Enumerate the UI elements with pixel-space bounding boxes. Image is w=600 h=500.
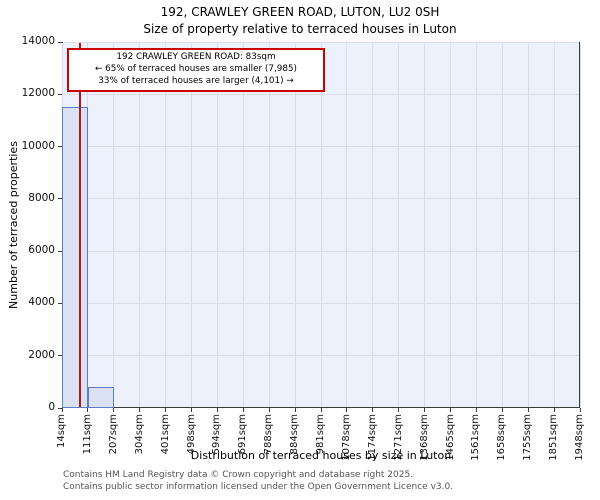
grid-line-vertical — [165, 43, 167, 407]
y-tick-mark — [58, 302, 62, 304]
grid-line-vertical — [320, 43, 322, 407]
grid-line-vertical — [294, 43, 296, 407]
y-tick-mark — [58, 407, 62, 409]
y-tick-label: 0 — [48, 401, 55, 413]
y-tick-label: 6000 — [28, 244, 55, 257]
x-tick-mark — [553, 408, 555, 412]
x-tick-mark — [501, 408, 503, 412]
grid-line-vertical — [450, 43, 452, 407]
x-tick-mark — [475, 408, 477, 412]
y-tick-label: 4000 — [28, 296, 55, 309]
y-tick-mark — [58, 355, 62, 357]
x-tick-mark — [242, 408, 244, 412]
grid-line-vertical — [475, 43, 477, 407]
x-tick-mark — [139, 408, 141, 412]
footer-line-1: Contains HM Land Registry data © Crown c… — [63, 470, 414, 480]
y-tick-label: 8000 — [28, 191, 55, 204]
x-tick-mark — [527, 408, 529, 412]
footer-line-2: Contains public sector information licen… — [63, 481, 454, 492]
x-tick-mark — [424, 408, 426, 412]
y-tick-label: 10000 — [21, 139, 55, 152]
y-tick-label: 12000 — [21, 87, 55, 100]
x-tick-mark — [191, 408, 193, 412]
grid-line-vertical — [372, 43, 374, 407]
x-axis-label: Distribution of terraced houses by size … — [190, 449, 452, 462]
x-tick-mark — [268, 408, 270, 412]
x-tick-mark — [61, 408, 63, 412]
grid-line-vertical — [113, 43, 115, 407]
chart-title: 192, CRAWLEY GREEN ROAD, LUTON, LU2 0SH — [160, 5, 440, 19]
x-tick-mark — [346, 408, 348, 412]
x-tick-mark — [450, 408, 452, 412]
x-tick-mark — [579, 408, 581, 412]
grid-line-vertical — [87, 43, 89, 407]
annotation-box: 192 CRAWLEY GREEN ROAD: 83sqm ← 65% of t… — [67, 48, 325, 92]
grid-line-vertical — [139, 43, 141, 407]
annotation-line-2: ← 65% of terraced houses are smaller (7,… — [95, 63, 297, 74]
grid-line-horizontal — [63, 41, 579, 43]
y-tick-mark — [58, 250, 62, 252]
grid-line-vertical — [268, 43, 270, 407]
histogram-bar — [62, 107, 88, 408]
grid-line-vertical — [553, 43, 555, 407]
footer: Contains HM Land Registry data © Crown c… — [63, 470, 453, 493]
x-tick-mark — [216, 408, 218, 412]
x-tick-mark — [320, 408, 322, 412]
grid-line-vertical — [579, 43, 581, 407]
y-tick-label: 14000 — [21, 35, 55, 47]
y-tick-mark — [58, 93, 62, 95]
histogram-bar — [87, 387, 114, 408]
x-tick-mark — [165, 408, 167, 412]
annotation-line-1: 192 CRAWLEY GREEN ROAD: 83sqm — [116, 52, 276, 62]
y-tick-mark — [58, 146, 62, 148]
grid-line-vertical — [398, 43, 400, 407]
annotation-line-3: 33% of terraced houses are larger (4,101… — [98, 75, 294, 86]
grid-line-vertical — [216, 43, 218, 407]
grid-line-vertical — [191, 43, 193, 407]
x-tick-mark — [372, 408, 374, 412]
grid-line-vertical — [346, 43, 348, 407]
grid-line-vertical — [527, 43, 529, 407]
y-tick-mark — [58, 41, 62, 43]
chart-subtitle: Size of property relative to terraced ho… — [143, 22, 457, 36]
x-tick-mark — [113, 408, 115, 412]
grid-line-vertical — [424, 43, 426, 407]
y-tick-label: 2000 — [28, 348, 55, 361]
x-tick-mark — [87, 408, 89, 412]
x-tick-mark — [294, 408, 296, 412]
property-size-marker-line — [79, 43, 82, 407]
x-tick-label: 14sqm — [56, 414, 67, 449]
y-axis-label: Number of terraced properties — [7, 141, 20, 309]
x-tick-mark — [398, 408, 400, 412]
grid-line-vertical — [501, 43, 503, 407]
y-tick-mark — [58, 198, 62, 200]
grid-line-vertical — [242, 43, 244, 407]
